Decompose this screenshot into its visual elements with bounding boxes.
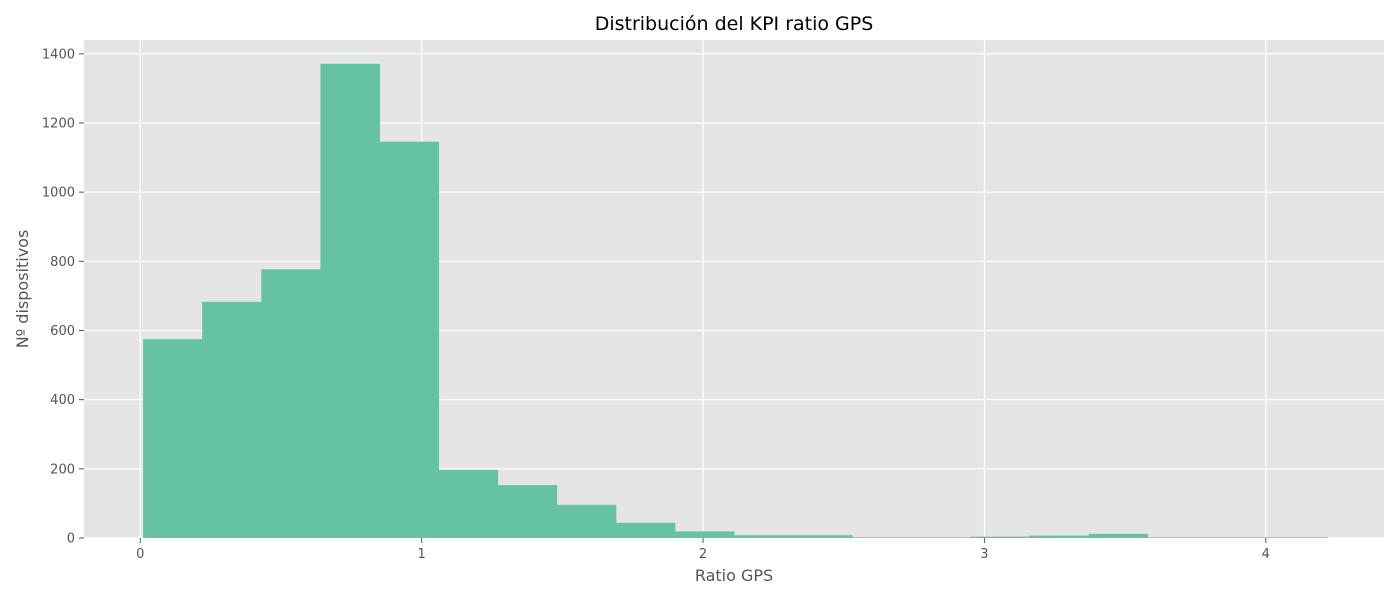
x-tick-label: 2 xyxy=(699,547,707,562)
histogram-bar xyxy=(1029,535,1090,538)
y-tick-label: 800 xyxy=(50,255,75,270)
y-tick-label: 400 xyxy=(50,393,75,408)
histogram-bar xyxy=(1147,537,1208,538)
chart-title: Distribución del KPI ratio GPS xyxy=(595,13,874,35)
histogram-bar xyxy=(970,536,1030,538)
histogram-bar xyxy=(320,63,380,539)
histogram-bar xyxy=(615,522,676,538)
histogram-bar xyxy=(674,531,735,538)
histogram-bar xyxy=(1265,537,1329,538)
y-tick-label: 1400 xyxy=(42,47,75,62)
x-tick-label: 3 xyxy=(980,547,988,562)
x-axis-label: Ratio GPS xyxy=(695,566,773,585)
y-axis-ticks: 0 200 400 600 800 1000 1200 1400 xyxy=(42,47,84,547)
y-tick-label: 0 xyxy=(67,532,75,547)
histogram-bar xyxy=(379,141,440,539)
histogram-bar xyxy=(143,339,203,538)
histogram-bar xyxy=(202,301,262,538)
histogram-bar xyxy=(1088,533,1149,538)
y-tick-label: 1200 xyxy=(42,117,75,132)
histogram-bar xyxy=(1206,537,1267,538)
x-axis-ticks: 0 1 2 3 4 xyxy=(136,538,1270,562)
x-tick-label: 4 xyxy=(1262,547,1270,562)
histogram-bar xyxy=(261,269,321,538)
histogram-bar xyxy=(852,537,912,538)
histogram-bar xyxy=(793,535,853,538)
x-tick-label: 1 xyxy=(418,547,426,562)
y-tick-label: 200 xyxy=(50,462,75,477)
histogram-bar xyxy=(438,469,499,538)
histogram-bars xyxy=(143,63,1329,539)
y-axis-label: Nº dispositivos xyxy=(13,230,32,349)
histogram-bar xyxy=(734,535,794,538)
y-tick-label: 1000 xyxy=(42,186,75,201)
x-tick-label: 0 xyxy=(136,547,144,562)
histogram-bar xyxy=(497,485,558,538)
histogram-bar xyxy=(556,504,617,538)
histogram-bar xyxy=(911,537,971,538)
y-tick-label: 600 xyxy=(50,324,75,339)
